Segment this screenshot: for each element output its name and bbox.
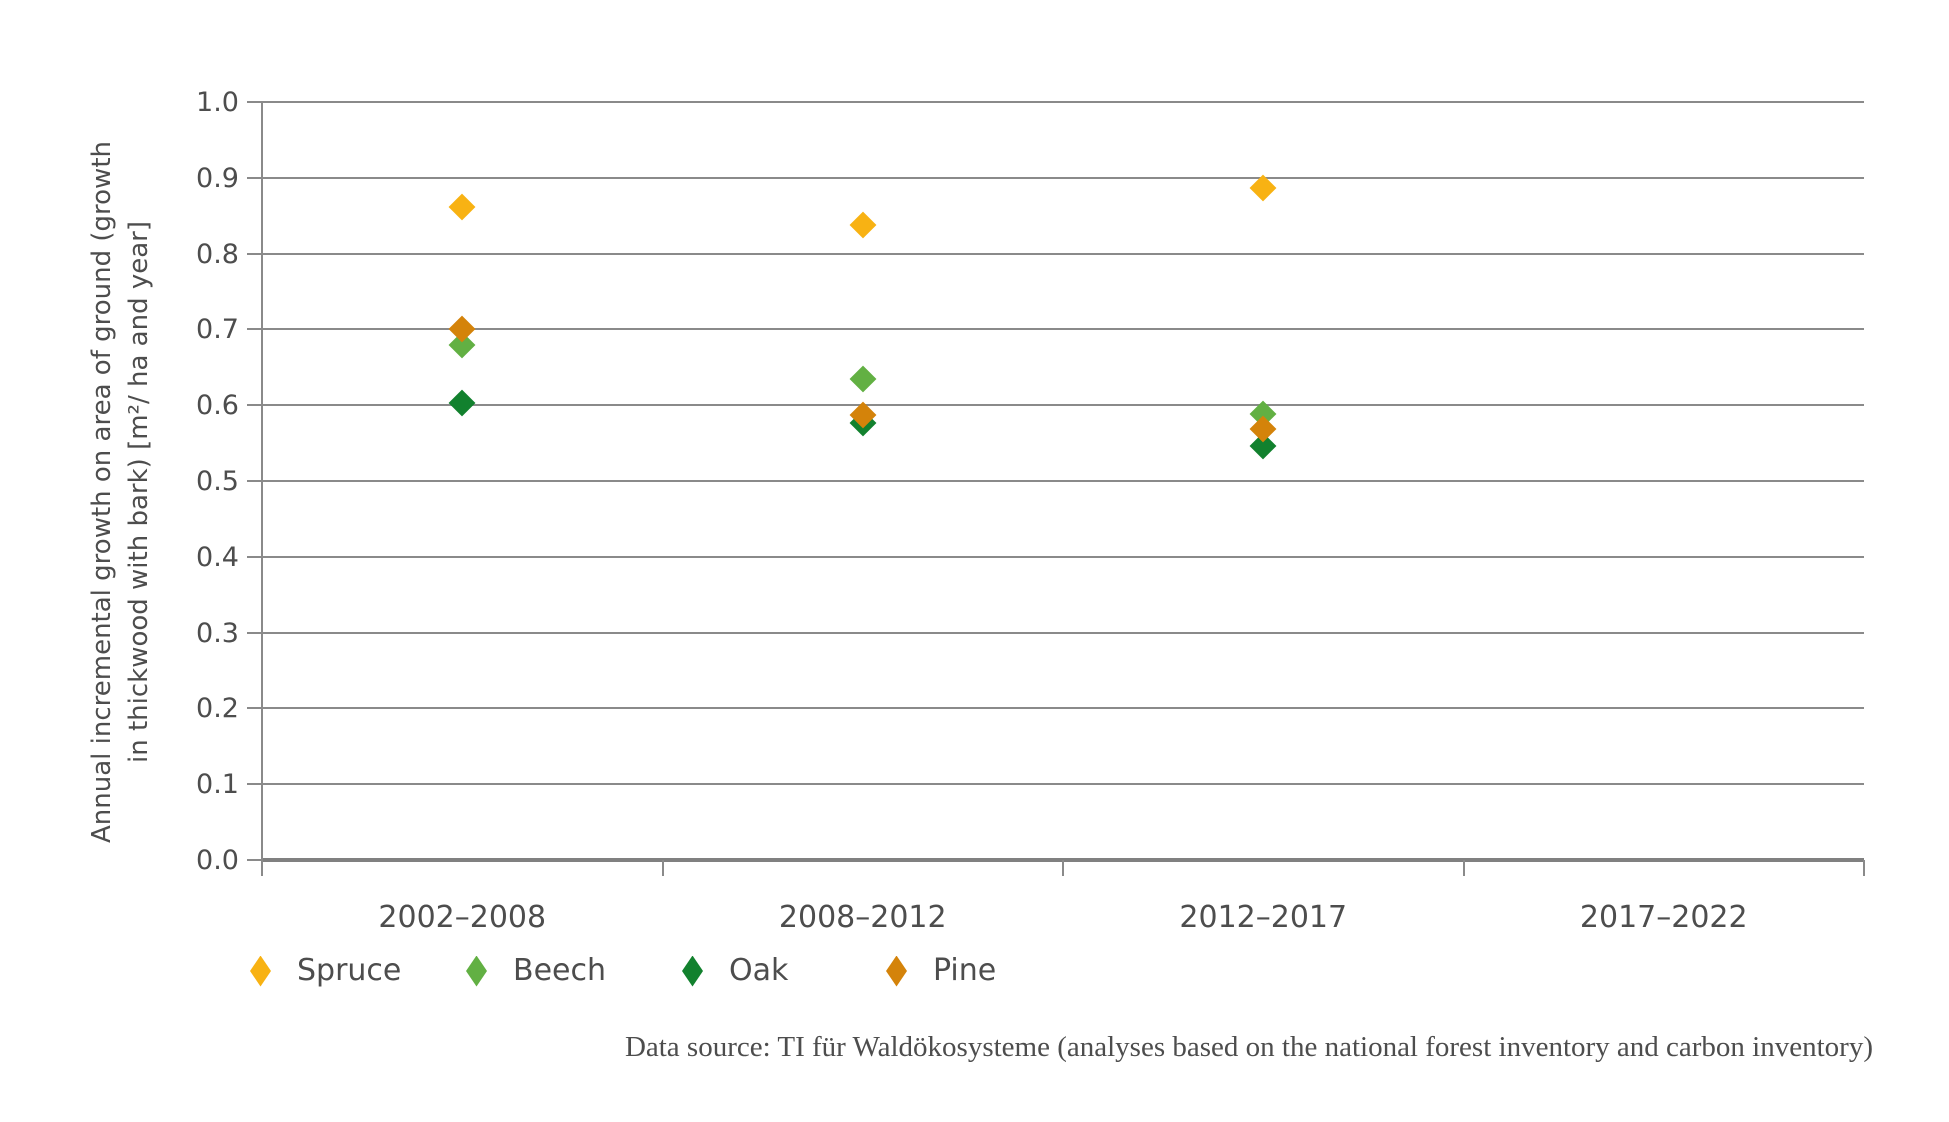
y-tick-mark-0.0	[247, 859, 262, 861]
data-point-spruce-2	[849, 211, 877, 239]
y-tick-label-0.8: 0.8	[196, 238, 239, 270]
data-point-oak-1	[448, 389, 476, 417]
legend-diamond-icon-oak	[682, 955, 703, 987]
data-point-pine-3	[1249, 415, 1277, 443]
y-tick-label-0.3: 0.3	[196, 617, 239, 649]
data-point-spruce-1	[448, 193, 476, 221]
y-tick-mark-0.9	[247, 176, 262, 179]
data-point-beech-2	[849, 365, 877, 393]
y-tick-mark-0.8	[247, 252, 262, 255]
y-tick-label-0.9: 0.9	[196, 162, 239, 194]
source-note: Data source: TI für Waldökosysteme (anal…	[624, 1031, 1873, 1063]
y-tick-label-0.6: 0.6	[196, 390, 239, 422]
y-axis-title-line2: in thickwood with bark) [m²/ ha and year…	[124, 221, 154, 764]
gridline-1.0	[262, 101, 1864, 103]
legend-label-spruce: Spruce	[297, 953, 402, 988]
x-tick-mark-3	[1462, 860, 1465, 876]
x-category-label-1: 2002–2008	[378, 900, 547, 935]
y-tick-mark-0.6	[247, 404, 262, 407]
y-tick-mark-0.5	[247, 480, 262, 482]
gridline-0.5	[262, 480, 1864, 482]
gridline-0.8	[262, 252, 1864, 255]
y-tick-label-0.2: 0.2	[196, 693, 239, 725]
x-category-label-3: 2012–2017	[1179, 900, 1348, 935]
y-axis-title: Annual incremental growth on area of gro…	[84, 92, 158, 892]
legend-label-beech: Beech	[513, 953, 607, 988]
legend-label-pine: Pine	[933, 953, 997, 988]
legend-diamond-icon-beech	[466, 955, 487, 987]
gridline-0.1	[262, 783, 1864, 786]
y-tick-mark-0.4	[247, 555, 262, 558]
legend-label-oak: Oak	[729, 953, 789, 988]
y-tick-mark-1.0	[247, 101, 262, 103]
gridline-0.6	[262, 404, 1864, 407]
legend-item-oak: Oak	[682, 952, 788, 990]
y-tick-label-0.7: 0.7	[196, 314, 239, 346]
gridline-0.9	[262, 176, 1864, 179]
x-tick-mark-0	[261, 860, 263, 876]
gridline-0.2	[262, 707, 1864, 710]
y-tick-label-0.4: 0.4	[196, 541, 239, 573]
gridline-0.7	[262, 328, 1864, 331]
y-tick-label-1.0: 1.0	[196, 87, 239, 118]
y-tick-mark-0.7	[247, 328, 262, 331]
y-tick-mark-0.1	[247, 783, 262, 786]
legend-item-beech: Beech	[466, 952, 606, 990]
x-category-label-2: 2008–2012	[778, 900, 947, 935]
y-tick-mark-0.2	[247, 707, 262, 710]
y-tick-label-0.0: 0.0	[196, 845, 239, 876]
y-axis-title-line1: Annual incremental growth on area of gro…	[87, 141, 117, 843]
legend-diamond-icon-spruce	[250, 955, 271, 987]
y-axis-line	[261, 102, 263, 876]
y-tick-mark-0.3	[247, 631, 262, 634]
x-category-label-4: 2017–2022	[1579, 900, 1748, 935]
gridline-0.3	[262, 631, 1864, 634]
legend-item-pine: Pine	[886, 952, 996, 990]
legend-diamond-icon-pine	[886, 955, 907, 987]
legend-item-spruce: Spruce	[250, 952, 401, 990]
y-tick-label-0.5: 0.5	[196, 466, 239, 497]
x-tick-mark-1	[661, 860, 664, 876]
data-point-pine-1	[448, 315, 476, 343]
y-tick-label-0.1: 0.1	[196, 769, 239, 801]
x-tick-mark-2	[1062, 860, 1064, 876]
legend: Spruce Beech Oak Pine	[0, 952, 1949, 990]
x-tick-mark-4	[1863, 860, 1865, 876]
gridline-0.4	[262, 555, 1864, 558]
